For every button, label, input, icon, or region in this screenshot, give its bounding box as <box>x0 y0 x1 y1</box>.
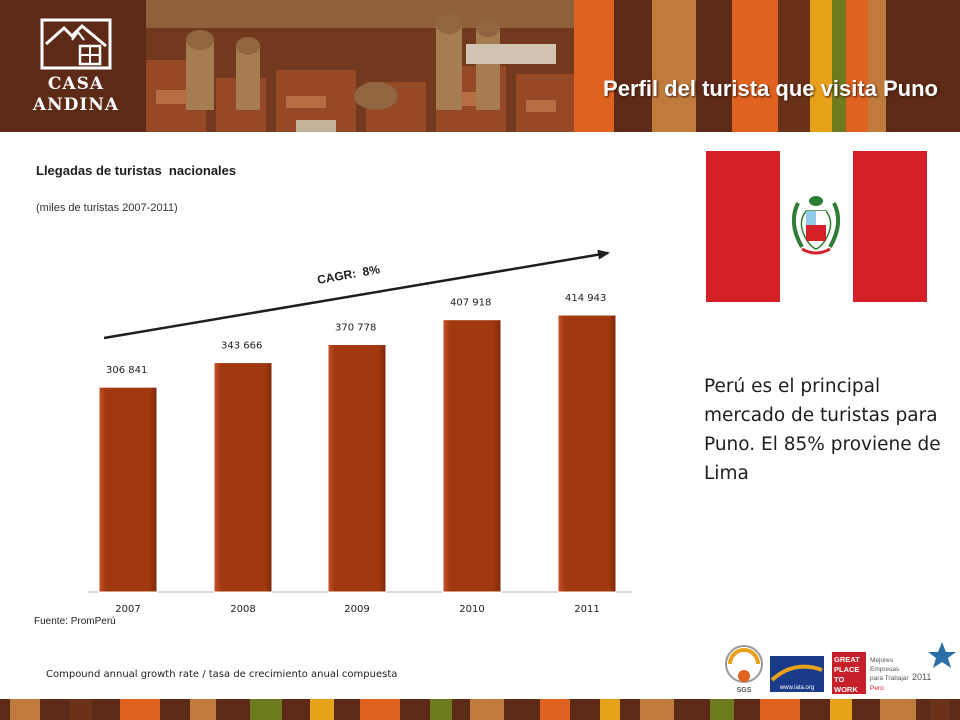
bar-2010 <box>442 319 502 593</box>
header-banner: CASA ANDINA Perfil del turista que visit… <box>0 0 960 132</box>
bar-value-label: 343 666 <box>221 341 262 352</box>
bar-value-label: 414 943 <box>565 293 606 304</box>
sgs-badge: SGS <box>725 645 763 694</box>
decorative-stripes <box>528 0 960 132</box>
x-tick-label: 2011 <box>574 604 599 615</box>
callout-text: Perú es el principal mercado de turistas… <box>704 376 941 484</box>
bar-value-label: 306 841 <box>106 365 147 376</box>
casa-andina-logo: CASA ANDINA <box>20 10 132 125</box>
great-place-to-work-badge: GREAT PLACE TO WORK Mejores Empresas par… <box>832 642 956 694</box>
bar-2009 <box>327 343 387 593</box>
x-tick-label: 2009 <box>344 604 369 615</box>
bar-value-label: 407 918 <box>450 298 491 309</box>
chart-source: Fuente: PromPerú <box>34 616 116 627</box>
gptw-text-2: PLACE <box>834 665 859 674</box>
gptw-text-3: TO <box>834 675 844 684</box>
gptw-caption-1: Mejores <box>870 657 894 664</box>
chart-subtitle: (miles de turistas 2007-2011) <box>36 202 178 214</box>
gptw-country: Perú <box>870 685 884 692</box>
cagr-trend-arrow <box>103 249 610 340</box>
x-tick-label: 2007 <box>115 604 140 615</box>
peru-flag <box>706 151 927 302</box>
certification-badges: SGS www.iata.org GREAT PLACE TO WORK Mej… <box>725 642 956 694</box>
bar-chart: 306 841 343 666 370 778 407 918 414 943 2007… <box>88 249 632 615</box>
chart-title: Llegadas de turistas nacionales <box>36 163 237 178</box>
bar-2011 <box>557 314 617 593</box>
x-tick-label: 2010 <box>459 604 484 615</box>
cusco-city-photo <box>146 0 574 132</box>
x-tick-label: 2008 <box>230 604 255 615</box>
gptw-caption-3: para Trabajar <box>870 675 909 682</box>
logo-text-casa: CASA <box>47 74 105 94</box>
bar-2008 <box>213 362 273 593</box>
bar-value-label: 370 778 <box>335 322 376 333</box>
sgs-label: SGS <box>737 687 752 694</box>
cagr-annotation: CAGR: 8% <box>316 262 381 287</box>
iata-label: www.iata.org <box>779 685 814 691</box>
gptw-year: 2011 <box>912 672 931 682</box>
cagr-footnote: Compound annual growth rate / tasa de cr… <box>46 669 398 680</box>
logo-emblem <box>40 18 112 70</box>
gptw-caption-2: Empresas <box>870 666 900 673</box>
star-icon <box>928 642 956 668</box>
coat-of-arms-icon <box>791 196 841 255</box>
gptw-text-4: WORK <box>834 685 858 694</box>
page-title: Perfil del turista que visita Puno <box>603 76 938 101</box>
gptw-text-1: GREAT <box>834 655 860 664</box>
decorative-bottom-stripes <box>0 699 960 720</box>
bar-2007 <box>98 386 158 593</box>
logo-text-andina: ANDINA <box>32 95 120 115</box>
iata-badge: www.iata.org <box>770 656 824 692</box>
